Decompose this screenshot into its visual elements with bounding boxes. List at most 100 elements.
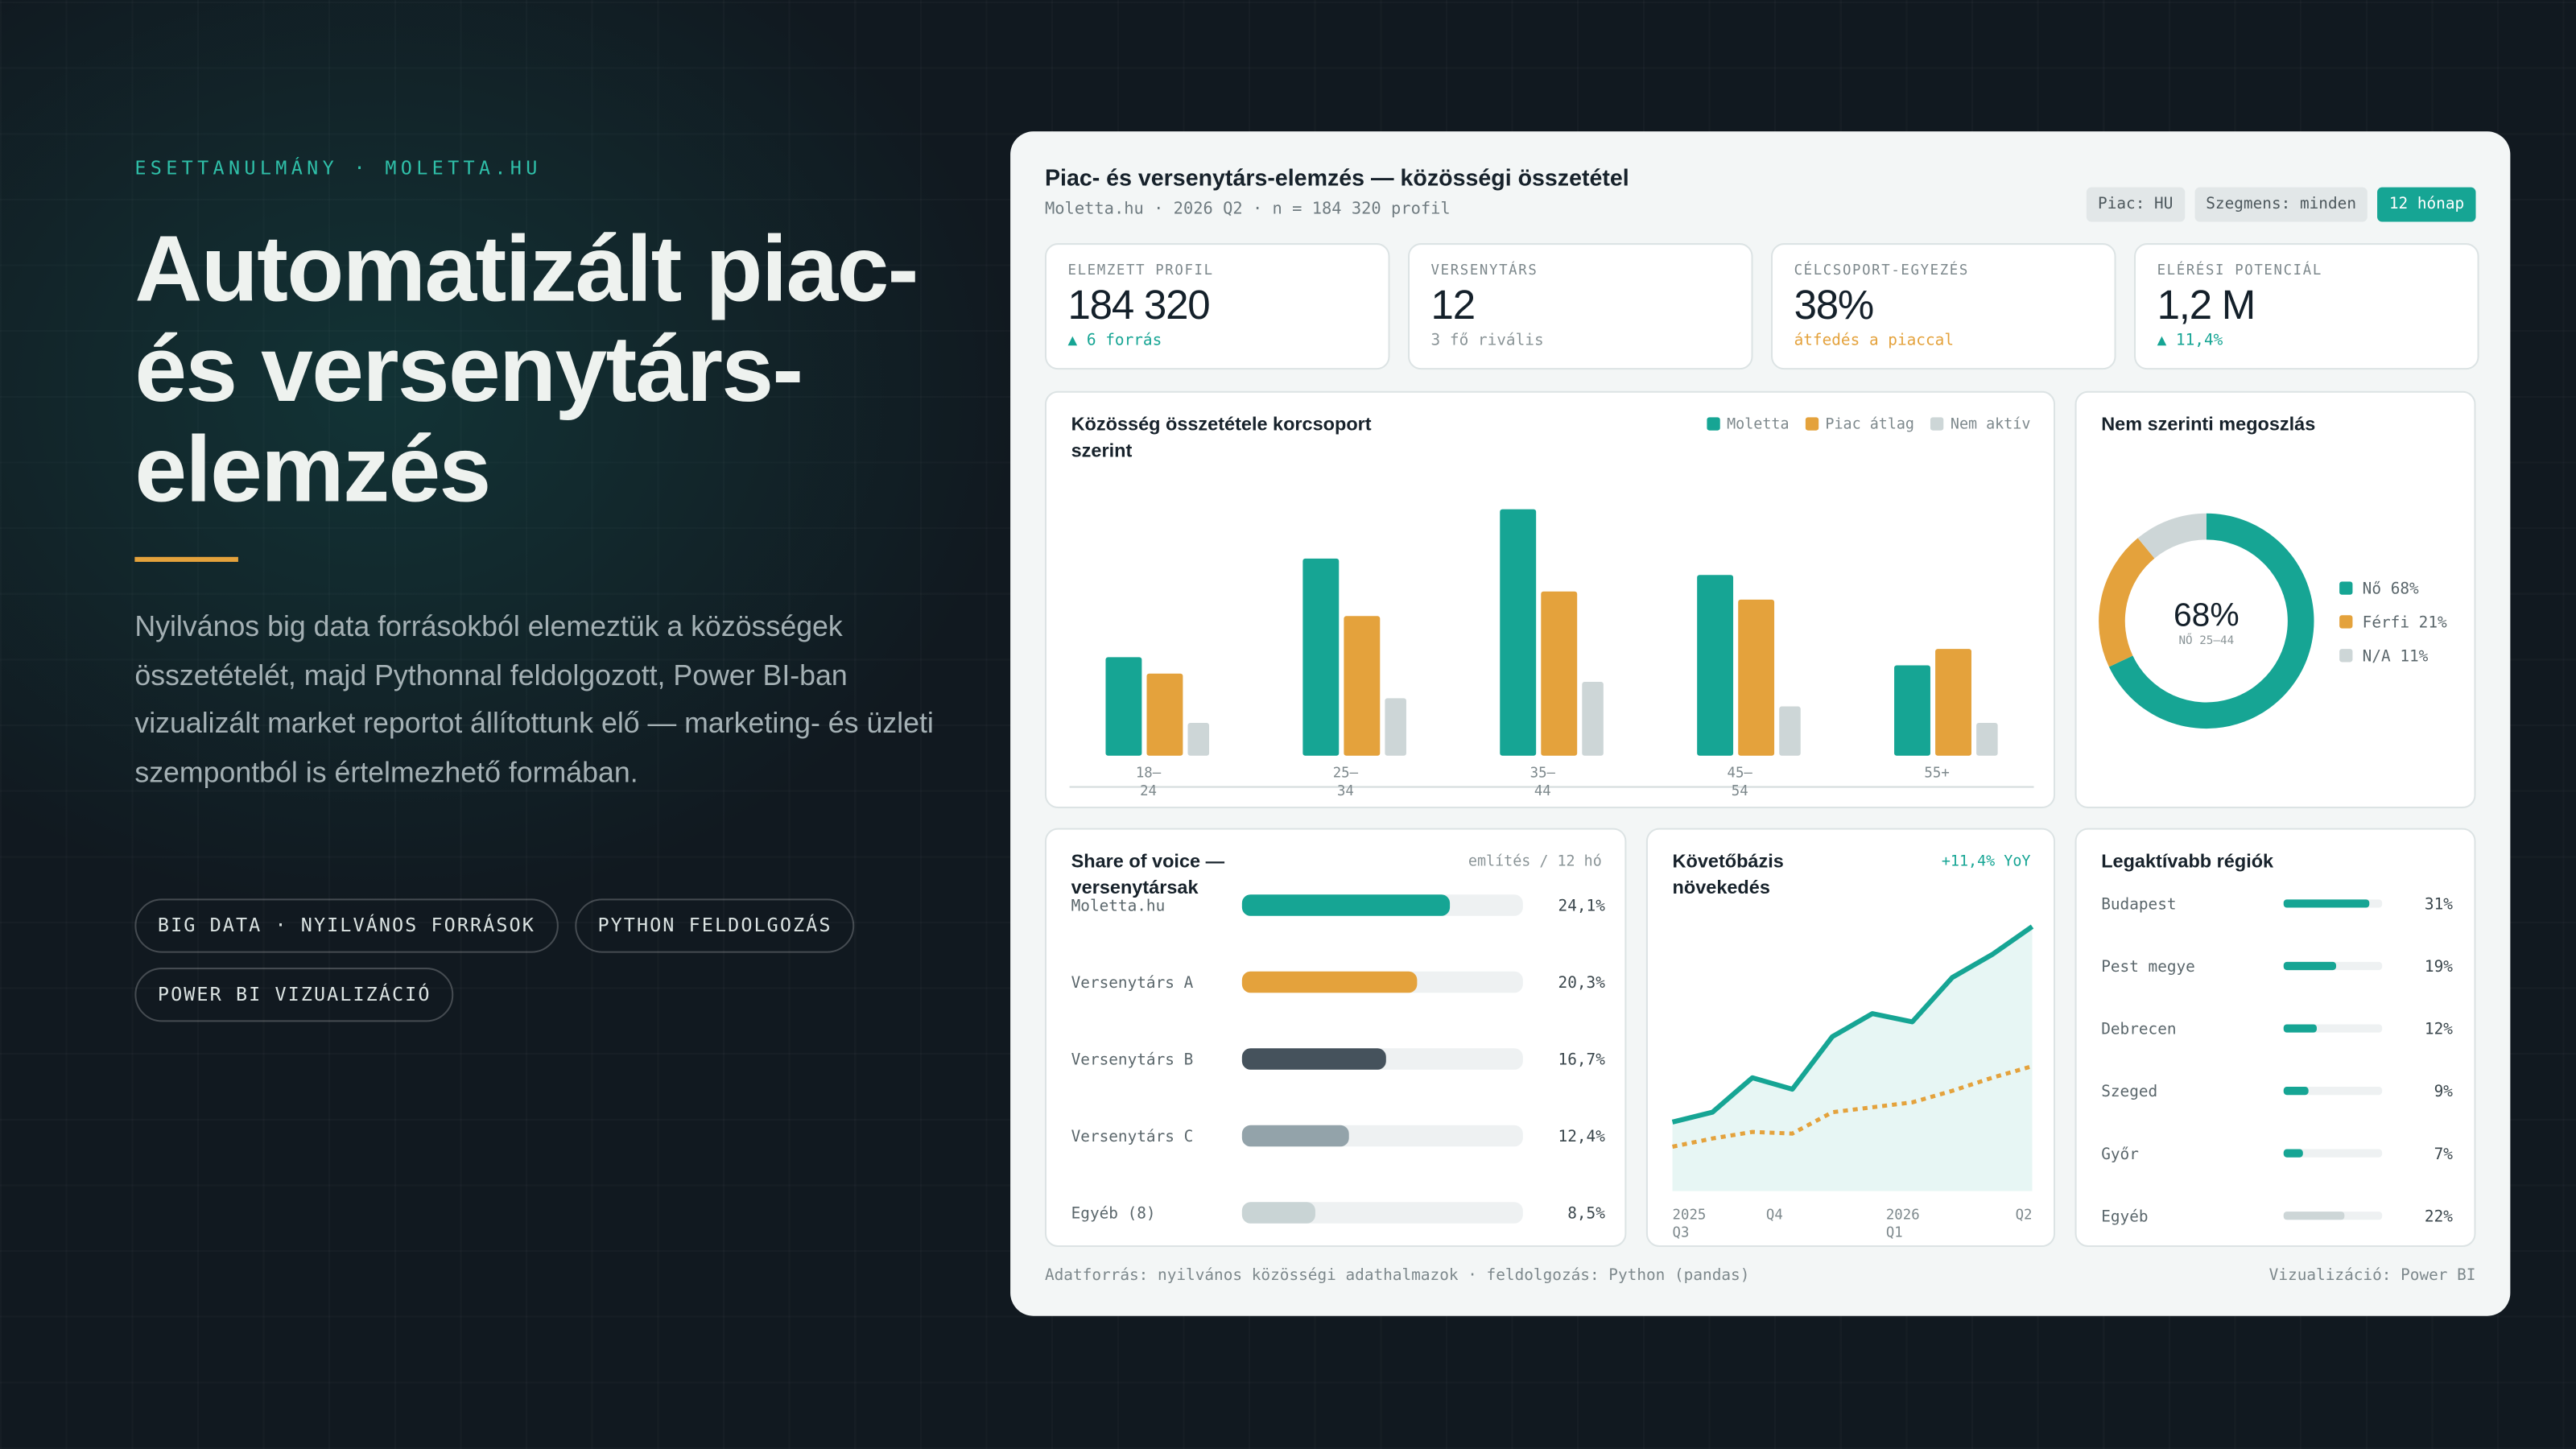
kpi-value: 1,2 M xyxy=(2157,283,2256,329)
bar xyxy=(2283,1086,2309,1096)
bar xyxy=(1500,509,1537,756)
x-tick-label: 2025 Q3 xyxy=(1672,1207,1707,1242)
row-value: 16,7% xyxy=(1558,1051,1606,1069)
filter-chip: Szegmens: minden xyxy=(2194,187,2368,222)
accent-rule xyxy=(134,556,238,562)
row-value: 7% xyxy=(2434,1145,2454,1163)
tag: POWER BI VIZUALIZÁCIÓ xyxy=(134,968,455,1022)
tag-list: BIG DATA · NYILVÁNOS FORRÁSOK PYTHON FELD… xyxy=(134,898,890,1022)
bar xyxy=(2283,1024,2317,1033)
panel-title: Követőbázis növekedés xyxy=(1672,852,1784,898)
row-value: 24,1% xyxy=(1558,897,1606,915)
legend-name: Férfi xyxy=(2363,613,2409,632)
row-value: 12% xyxy=(2425,1020,2453,1038)
center-value: 68% xyxy=(2174,597,2240,634)
legend-value: 21% xyxy=(2419,613,2447,632)
legend-swatch xyxy=(2339,649,2353,663)
bar xyxy=(1302,558,1340,756)
legend-name: N/A xyxy=(2363,646,2391,665)
row-label: Budapest xyxy=(2101,895,2176,914)
footer-credit: Vizualizáció: Power BI xyxy=(2268,1266,2476,1285)
gender-chart: Nő 68%Férfi 21%N/A 11%68%NŐ 25–44 xyxy=(2099,513,2447,729)
bar xyxy=(1241,1202,1315,1224)
dashboard-title: Piac- és versenytárs-elemzés — közösségi… xyxy=(1044,164,1629,191)
bar xyxy=(1344,616,1381,756)
tag: BIG DATA · NYILVÁNOS FORRÁSOK xyxy=(134,898,559,953)
donut-segment xyxy=(2137,513,2207,559)
growth-chart xyxy=(1671,924,2034,1191)
bar xyxy=(1146,673,1183,756)
legend-value: 11% xyxy=(2400,646,2428,665)
x-tick-label: Q4 xyxy=(1765,1207,1783,1224)
kpi-label: ELEMZETT PROFIL xyxy=(1067,262,1214,279)
bar xyxy=(1385,698,1406,756)
x-tick-label: 55+ xyxy=(1924,766,1950,782)
age-chart xyxy=(1069,509,2034,788)
x-tick-label: 45–54 xyxy=(1727,766,1752,800)
area xyxy=(1672,927,2033,1191)
bar xyxy=(1779,706,1801,756)
kpi-card: ELEMZETT PROFIL 184 320 ▲ 6 forrás xyxy=(1044,243,1390,370)
bar xyxy=(1241,971,1418,993)
legend-name: Nő xyxy=(2363,580,2381,598)
kpi-note: átfedés a piaccal xyxy=(1794,332,1955,350)
row-label: Debrecen xyxy=(2101,1020,2176,1038)
donut-segment xyxy=(2108,513,2314,729)
center-label: NŐ 25–44 xyxy=(2178,633,2234,647)
kpi-card: ELÉRÉSI POTENCIÁL 1,2 M ▲ 11,4% xyxy=(2134,243,2479,370)
bar xyxy=(1241,1125,1349,1147)
bar xyxy=(1241,894,1451,916)
row-value: 8,5% xyxy=(1567,1204,1605,1223)
legend-item: Piac átlag xyxy=(1805,417,1914,434)
kpi-note: 3 fő rivális xyxy=(1430,332,1544,350)
bar xyxy=(2283,1212,2345,1220)
regions-panel: Legaktívabb régiók Budapest 31% Pest megye… xyxy=(2074,828,2476,1247)
panel-title: Legaktívabb régiók xyxy=(2101,852,2274,873)
row-label: Moletta.hu xyxy=(1071,897,1166,915)
filter-chip: 12 hónap xyxy=(2377,187,2476,222)
bar xyxy=(1241,1048,1386,1070)
row-label: Versenytárs A xyxy=(1071,973,1194,992)
x-tick-label: 18–24 xyxy=(1135,766,1162,800)
panel-note: említés / 12 hó xyxy=(1468,854,1602,871)
row-label: Győr xyxy=(2101,1145,2139,1163)
kpi-value: 38% xyxy=(1794,283,1875,329)
legend-label: Nem aktív xyxy=(1950,417,2031,434)
footer-source: Adatforrás: nyilvános közösségi adathalm… xyxy=(1044,1266,1750,1285)
bar xyxy=(1541,591,1578,756)
age-panel: Közösség összetétele korcsoport szerint … xyxy=(1044,390,2056,809)
line xyxy=(1671,924,2034,1125)
sov-panel: Share of voice — versenytársak említés /… xyxy=(1044,828,1627,1247)
x-tick-label: Q2 xyxy=(2015,1207,2033,1224)
kpi-value: 12 xyxy=(1430,283,1476,329)
row-value: 12,4% xyxy=(1558,1127,1606,1146)
row-value: 20,3% xyxy=(1558,973,1606,992)
filter-bar: Piac: HU Szegmens: minden 12 hónap xyxy=(2086,187,2476,222)
kpi-label: CÉLCSOPORT-EGYEZÉS xyxy=(1794,262,1969,279)
row-label: Versenytárs C xyxy=(1071,1127,1194,1146)
bar xyxy=(1894,665,1930,756)
x-tick-label: 25–34 xyxy=(1332,766,1359,800)
sov-chart: Moletta.hu 24,1% Versenytárs A 20,3% Verseny… xyxy=(1071,894,1606,1224)
legend-label: Férfi 21% xyxy=(2363,613,2447,632)
row-label: Szeged xyxy=(2101,1082,2157,1100)
bar xyxy=(1187,722,1210,756)
legend-swatch xyxy=(1930,417,1944,431)
eyebrow: ESETTANULMÁNY · MOLETTA.HU xyxy=(134,155,542,180)
bar xyxy=(1935,649,1971,756)
kpi-label: ELÉRÉSI POTENCIÁL xyxy=(2157,262,2322,279)
kpi-card: VERSENYTÁRS 12 3 fő rivális xyxy=(1407,243,1753,370)
row-value: 22% xyxy=(2425,1207,2453,1225)
legend-swatch xyxy=(1707,417,1720,431)
gender-panel: Nem szerinti megoszlás Nő 68% Férfi 21% N/… xyxy=(2074,390,2476,809)
legend-item: Nem aktív xyxy=(1930,417,2031,434)
panel-title: Share of voice — versenytársak xyxy=(1071,852,1225,898)
row-label: Versenytárs B xyxy=(1071,1051,1194,1069)
kpi-card: CÉLCSOPORT-EGYEZÉS 38% átfedés a piaccal xyxy=(1770,243,2116,370)
bar xyxy=(2283,961,2337,971)
bar xyxy=(2283,1149,2303,1158)
legend-label: Piac átlag xyxy=(1825,417,1914,434)
dashboard: Piac- és versenytárs-elemzés — közösségi… xyxy=(1010,131,2511,1316)
